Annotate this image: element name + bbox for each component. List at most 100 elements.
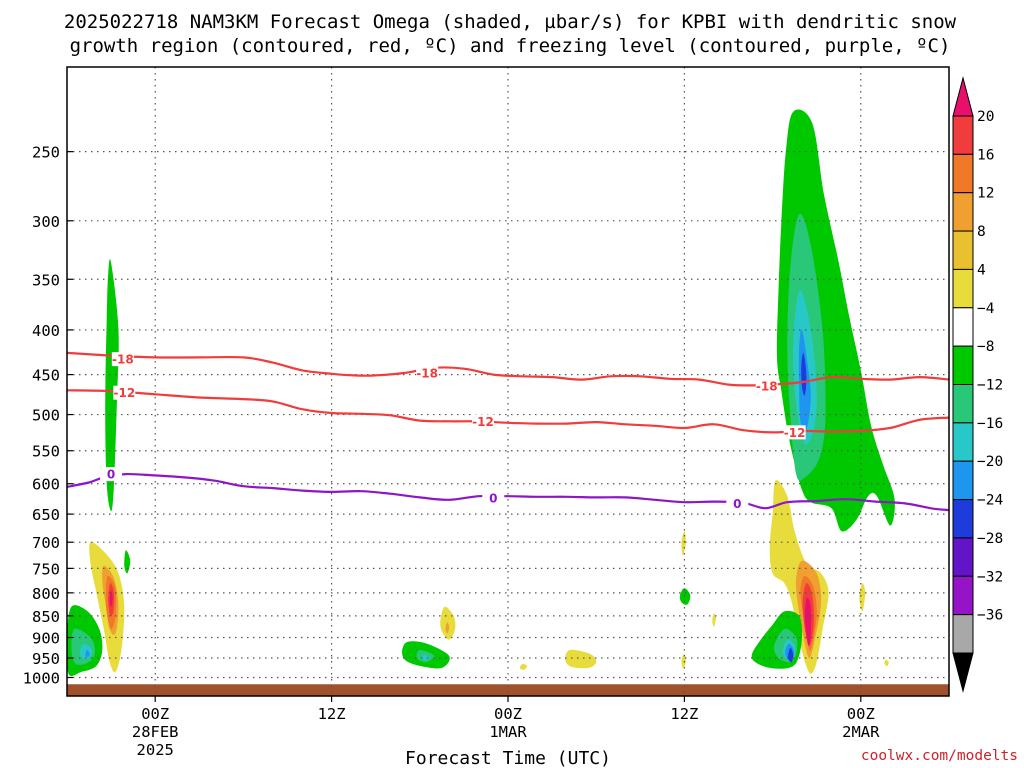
y-tick-label-500: 500 — [32, 407, 60, 425]
colorbar-bin-7 — [952, 384, 974, 424]
colorbar-bin-12 — [952, 575, 974, 616]
x-axis-title: Forecast Time (UTC) — [405, 748, 611, 768]
pressure-axis: 250 300 350 400 450 500 550 600 650 700 750 800 850 9… — [23, 144, 73, 687]
x-tick-label-30: 00Z — [494, 705, 522, 723]
omega-region-15 — [109, 590, 113, 607]
y-tick-label-550: 550 — [32, 443, 60, 461]
contour-label--18: -18 — [416, 366, 438, 380]
colorbar-bin-8 — [952, 422, 974, 462]
chart-title-line2: growth region (contoured, red, ºC) and f… — [70, 35, 951, 57]
contour-label-0: 0 — [107, 468, 115, 482]
contour-label-bg — [111, 352, 134, 367]
omega-region-37 — [859, 583, 866, 612]
contour-label-bg — [416, 365, 439, 380]
colorbar-bin-13 — [952, 614, 974, 654]
omega-region-24 — [679, 588, 691, 605]
colorbar-bin-10 — [952, 499, 974, 539]
colorbar-label-8: −16 — [977, 416, 1003, 432]
omega-region-21 — [565, 649, 597, 669]
y-tick-label-650: 650 — [32, 506, 60, 524]
omega-region-31 — [804, 597, 812, 646]
colorbar-bin-2 — [952, 192, 974, 232]
colorbar-label-10: −24 — [977, 493, 1003, 509]
contour--12 — [67, 389, 949, 434]
contour-label-bg — [472, 414, 495, 429]
contour-labels: -18 -18 -18 -12 -12 -12 0 0 0 — [100, 352, 806, 511]
colorbar-label-3: 8 — [977, 224, 986, 240]
omega-region-18 — [421, 654, 431, 661]
terrain-band — [67, 684, 949, 696]
x-tick-label-6: 00Z — [141, 705, 169, 723]
colorbar-bin-5 — [952, 307, 974, 347]
colorbar-bin-4 — [952, 268, 974, 309]
temperature-contours — [67, 351, 949, 512]
y-tick-label-600: 600 — [32, 476, 60, 494]
colorbar-label-6: −8 — [977, 339, 994, 355]
contour-label-0: 0 — [489, 491, 497, 505]
y-tick-label-250: 250 — [32, 144, 60, 162]
contour-label-bg — [113, 385, 136, 400]
y-tick-label-850: 850 — [32, 608, 60, 626]
y-tick-label-700: 700 — [32, 534, 60, 552]
colorbar-label-5: −4 — [977, 301, 995, 317]
contour-label--12: -12 — [113, 386, 135, 400]
y-tick-label-300: 300 — [32, 213, 60, 231]
x-tick-date-6: 28FEB — [132, 723, 179, 741]
x-tick-label-18: 12Z — [318, 705, 346, 723]
colorbar-label-2: 12 — [977, 186, 994, 202]
contour-label-bg — [726, 496, 749, 511]
y-tick-label-900: 900 — [32, 630, 60, 648]
colorbar-bin-0 — [952, 115, 974, 155]
y-tick-label-750: 750 — [32, 560, 60, 578]
y-tick-label-450: 450 — [32, 367, 60, 385]
colorbar-label-4: 4 — [977, 262, 986, 278]
x-tick-date-54: 2MAR — [842, 723, 880, 741]
x-tick-date-30: 1MAR — [489, 723, 527, 741]
colorbar-label-11: −28 — [977, 531, 1003, 547]
x-tick-label-54: 00Z — [847, 705, 875, 723]
colorbar-label-12: −32 — [977, 569, 1003, 585]
colorbar-bottom-arrow — [952, 652, 974, 693]
x-tick-label-42: 12Z — [670, 705, 698, 723]
omega-region-5 — [105, 259, 119, 512]
contour-label-bg — [100, 467, 123, 482]
colorbar-label-7: −12 — [977, 378, 1003, 394]
y-tick-label-400: 400 — [32, 322, 60, 340]
colorbar: 20 16 12 8 4 −4 −8 −12 −16 −20 −24 −28 −32 −36 — [952, 76, 1003, 693]
y-tick-label-950: 950 — [32, 650, 60, 668]
contour-0 — [67, 472, 949, 512]
contour--18 — [67, 351, 949, 387]
x-tick-year-6: 2025 — [137, 741, 174, 759]
omega-region-26 — [712, 613, 716, 627]
contour-label--18: -18 — [112, 353, 134, 367]
colorbar-bin-1 — [952, 153, 974, 194]
omega-region-25 — [681, 653, 686, 668]
colorbar-label-9: −20 — [977, 454, 1003, 470]
y-tick-label-800: 800 — [32, 585, 60, 603]
colorbar-top-arrow — [952, 76, 974, 117]
colorbar-label-0: 20 — [977, 109, 994, 125]
contour-label--12: -12 — [472, 415, 494, 429]
omega-region-36 — [787, 647, 794, 663]
credit-text: coolwx.com/modelts — [861, 748, 1018, 764]
chart-title-line1: 2025022718 NAM3KM Forecast Omega (shaded… — [64, 11, 957, 33]
terrain-rect — [67, 684, 949, 696]
colorbar-label-13: −36 — [977, 608, 1003, 624]
colorbar-bin-6 — [952, 345, 974, 385]
contour-label-bg — [755, 379, 778, 394]
omega-region-38 — [884, 659, 889, 666]
omega-region-23 — [681, 531, 686, 556]
colorbar-bin-3 — [952, 230, 974, 270]
contour-label-bg — [783, 425, 806, 440]
contour-label--12: -12 — [784, 426, 806, 440]
omega-region-22 — [519, 663, 528, 670]
colorbar-label-1: 16 — [977, 147, 994, 163]
omega-shading — [67, 109, 895, 676]
colorbar-bin-11 — [952, 537, 974, 577]
y-tick-label-1000: 1000 — [23, 669, 60, 687]
contour-label-bg — [482, 490, 505, 505]
colorbar-bin-9 — [952, 460, 974, 501]
contour-label--18: -18 — [756, 380, 778, 394]
